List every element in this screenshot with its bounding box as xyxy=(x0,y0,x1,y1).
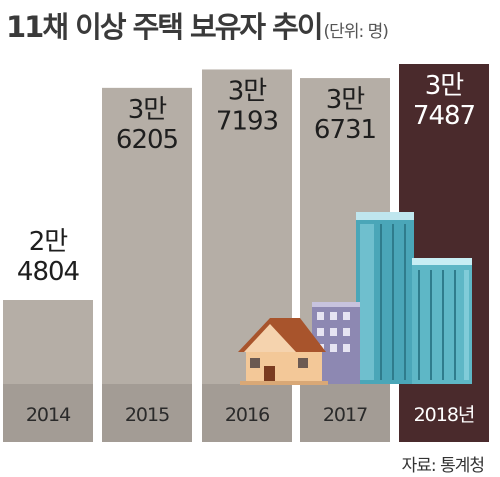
value-label-2-0: 3만 xyxy=(228,76,267,106)
value-label-1-0: 3만 xyxy=(128,95,167,125)
house-icon xyxy=(238,318,328,385)
category-label-2: 2016 xyxy=(225,404,269,426)
bar-0 xyxy=(3,300,93,384)
value-label-3-1: 6731 xyxy=(314,115,376,145)
category-label-1: 2015 xyxy=(125,404,169,426)
value-label-1-1: 6205 xyxy=(116,125,178,155)
value-label-4-0: 3만 xyxy=(425,71,464,101)
category-band-0 xyxy=(3,384,93,442)
value-label-0-1: 4804 xyxy=(17,257,80,287)
category-label-3: 2017 xyxy=(323,404,367,426)
bar-1 xyxy=(102,87,192,385)
office-building-icon xyxy=(412,258,472,384)
apartment-icon xyxy=(312,302,360,384)
value-label-4-1: 7487 xyxy=(413,101,475,131)
bars-group: 2만480420143만620520153만719320163만67312017… xyxy=(3,64,489,442)
value-label-0-0: 2만 xyxy=(29,227,68,257)
value-label-3-0: 3만 xyxy=(326,85,365,115)
unit-label: (단위: 명) xyxy=(323,22,389,42)
category-label-4: 2018년 xyxy=(414,404,475,426)
value-label-2-1: 7193 xyxy=(216,106,278,136)
chart-title: 11채 이상 주택 보유자 추이 xyxy=(6,10,324,44)
buildings-illustration xyxy=(238,212,472,385)
category-band-1 xyxy=(102,384,192,442)
glass-tower-icon xyxy=(356,212,414,384)
source-note: 자료: 통계청 xyxy=(401,456,485,476)
category-label-0: 2014 xyxy=(26,404,71,426)
category-band-2 xyxy=(202,384,292,442)
chart-title-block: 11채 이상 주택 보유자 추이 (단위: 명) xyxy=(6,4,389,46)
category-band-3 xyxy=(300,384,390,442)
